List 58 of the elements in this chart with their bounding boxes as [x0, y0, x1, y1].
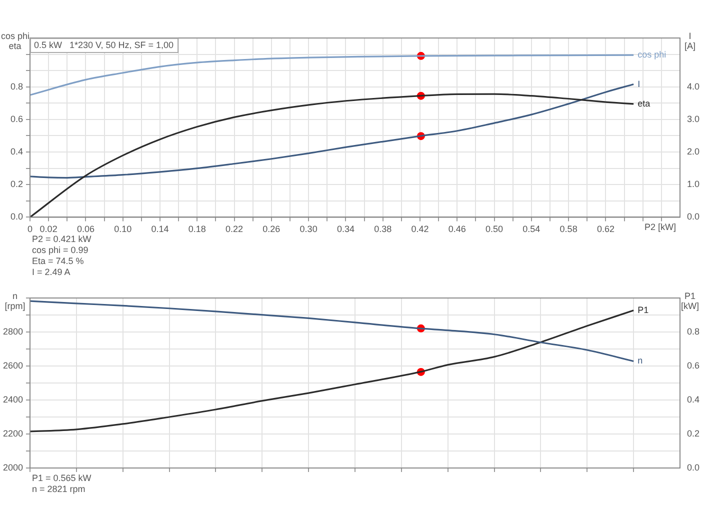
series-label: P1 [638, 304, 649, 315]
text: P2 = 0.421 kW [32, 234, 92, 244]
x-tick-label: 0.42 [411, 224, 429, 234]
x-tick-label: 0.50 [486, 224, 504, 234]
x-tick-label: 0.54 [522, 224, 540, 234]
x-tick-label: 0.34 [336, 224, 354, 234]
x-tick-label: 0.46 [448, 224, 466, 234]
series-label: n [638, 356, 643, 366]
line-series [30, 93, 634, 218]
x-tick-label: 0 [27, 224, 33, 234]
y-axis-title: n [rpm] [4, 290, 26, 311]
y-tick-label: 2600 [2, 360, 23, 370]
y2-tick-label: 0.0 [687, 212, 700, 222]
y2-tick-label: 0.0 [687, 462, 700, 472]
text: I = 2.49 A [32, 267, 70, 278]
x-axis-title: P2 [kW] [644, 222, 676, 232]
x-tick-label: 0.22 [226, 224, 244, 234]
y-tick-label: 2000 [2, 462, 23, 472]
chart-title: 0.5 kW 1*230 V, 50 Hz, SF = 1,00 [34, 40, 174, 50]
y2-axis-title: I [A] [684, 30, 696, 51]
y-tick-label: 2400 [2, 394, 23, 404]
series-label: I [638, 78, 640, 89]
x-tick-label: 0.30 [300, 224, 318, 234]
y2-tick-label: 0.6 [687, 360, 700, 370]
y-tick-label: 2800 [2, 326, 23, 336]
y-tick-label: 0.4 [10, 146, 23, 157]
y2-tick-label: 0.2 [687, 428, 700, 438]
text: P1 = 0.565 kW [32, 472, 92, 483]
text: Eta = 74.5 % [32, 256, 84, 266]
y-tick-label: 0.8 [10, 81, 23, 92]
x-tick-label: 0.26 [262, 224, 280, 234]
series-label: eta [638, 98, 650, 108]
y2-tick-label: 2.0 [687, 146, 700, 157]
y2-tick-label: 3.0 [687, 114, 700, 124]
text: cos phi = 0.99 [32, 245, 88, 256]
y2-tick-label: 0.4 [687, 394, 700, 404]
x-tick-label: 0.62 [596, 224, 614, 234]
x-tick-label: 0.58 [560, 224, 578, 234]
line-series [30, 83, 634, 179]
y-tick-label: 0.2 [10, 179, 23, 190]
text: n = 2821 rpm [32, 484, 86, 494]
line-series [30, 300, 634, 362]
y2-axis-title: P1 [kW] [681, 290, 699, 311]
y2-tick-label: 0.8 [687, 326, 700, 336]
line-series [30, 310, 634, 432]
y2-tick-label: 4.0 [687, 81, 700, 92]
x-tick-label: 0.06 [76, 224, 94, 234]
series-label: cos phi [638, 50, 666, 60]
y-tick-label: 0.6 [10, 114, 23, 124]
y-tick-label: 0.0 [10, 212, 23, 222]
x-tick-label: 0.14 [151, 224, 169, 234]
x-tick-label: 0.10 [114, 224, 132, 234]
x-tick-label: 0.18 [188, 224, 206, 234]
y-axis-title: cos phi eta [0, 30, 30, 51]
y2-tick-label: 1.0 [687, 179, 700, 190]
x-tick-label: 0.02 [40, 224, 58, 234]
x-tick-label: 0.38 [374, 224, 392, 234]
y-tick-label: 2200 [2, 428, 23, 438]
